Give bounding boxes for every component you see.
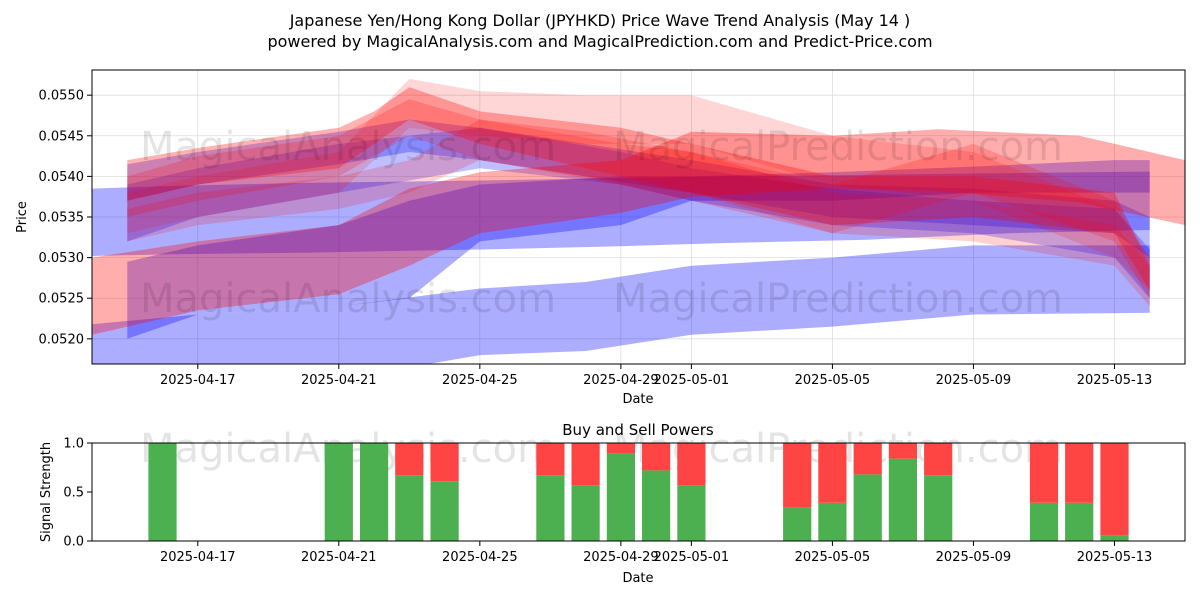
signal-y-tick-label: 1.0 <box>63 437 84 452</box>
price-panel: MagicalAnalysis.com MagicalPrediction.co… <box>15 69 1186 407</box>
buy-bar <box>1100 535 1129 541</box>
signal-y-axis-label: Signal Strength <box>39 442 54 542</box>
sell-bar <box>677 443 706 486</box>
sell-bar <box>818 443 847 503</box>
buy-bar <box>888 458 917 541</box>
price-x-tick-label: 2025-04-29 <box>583 373 659 388</box>
buy-bar <box>606 453 635 541</box>
sell-bar <box>783 443 812 508</box>
price-x-tick-label: 2025-04-21 <box>301 373 377 388</box>
signal-panel: Buy and Sell Powers MagicalAnalysis.com … <box>39 421 1186 586</box>
buy-bar <box>571 485 600 541</box>
blue-wave-band-1 <box>92 171 1150 256</box>
signal-x-tick-label: 2025-04-25 <box>442 550 518 565</box>
price-watermarks: MagicalAnalysis.com MagicalPrediction.co… <box>140 124 1063 322</box>
price-y-tick-label: 0.0520 <box>39 332 85 347</box>
price-y-axis-label: Price <box>15 201 30 233</box>
watermark-analysis-top: MagicalAnalysis.com <box>140 124 556 170</box>
buy-bar <box>1029 502 1059 541</box>
sell-bar <box>853 443 882 475</box>
price-bands <box>92 78 1185 364</box>
sell-bar <box>924 443 953 476</box>
buy-bar <box>148 443 177 541</box>
price-x-axis: 2025-04-17 2025-04-21 2025-04-25 2025-04-29… <box>160 364 1152 388</box>
red-wave-band-8 <box>127 99 1150 299</box>
red-wave-band-6 <box>92 129 1185 335</box>
signal-x-tick-label: 2025-05-01 <box>654 550 730 565</box>
signal-x-axis-label: Date <box>622 571 653 586</box>
price-y-tick-label: 0.0550 <box>39 89 85 104</box>
sell-bar <box>1065 443 1094 503</box>
sell-bar <box>571 443 600 486</box>
watermark-analysis-mid: MagicalAnalysis.com <box>140 276 556 322</box>
signal-title: Buy and Sell Powers <box>562 421 714 439</box>
price-x-axis-label: Date <box>622 392 653 407</box>
price-y-axis: 0.0520 0.0525 0.0530 0.0535 0.0540 0.0545 0.05… <box>39 89 92 347</box>
sell-bar <box>1100 443 1129 536</box>
price-x-tick-label: 2025-05-01 <box>654 373 730 388</box>
buy-bar <box>924 475 953 541</box>
price-x-tick-label: 2025-05-09 <box>936 373 1012 388</box>
blue-wave-band-5 <box>127 127 1150 299</box>
watermark-prediction-mid: MagicalPrediction.com <box>613 276 1063 322</box>
sell-bar <box>395 443 424 476</box>
signal-x-tick-label: 2025-05-05 <box>795 550 871 565</box>
sell-bar <box>642 443 671 471</box>
price-x-tick-label: 2025-05-05 <box>795 373 871 388</box>
watermark-prediction-top: MagicalPrediction.com <box>613 124 1063 170</box>
blue-wave-band-3 <box>127 160 1150 339</box>
sell-bar <box>1029 443 1059 503</box>
buy-bar <box>1065 502 1094 541</box>
sell-bar <box>606 443 635 454</box>
signal-x-tick-label: 2025-04-17 <box>160 550 236 565</box>
buy-bar <box>642 470 671 541</box>
chart-subtitle: powered by MagicalAnalysis.com and Magic… <box>267 32 932 51</box>
buy-bar <box>395 475 424 541</box>
signal-x-tick-label: 2025-04-29 <box>583 550 659 565</box>
red-wave-band-9 <box>127 78 1150 291</box>
signal-bars <box>148 443 1129 541</box>
red-wave-band-7 <box>127 87 1150 291</box>
signal-y-axis: 0.0 0.5 1.0 <box>63 437 92 550</box>
signal-x-tick-label: 2025-05-09 <box>936 550 1012 565</box>
buy-bar <box>324 443 353 541</box>
chart-title: Japanese Yen/Hong Kong Dollar (JPYHKD) P… <box>289 11 911 30</box>
sell-bar <box>888 443 917 459</box>
price-y-tick-label: 0.0540 <box>39 170 85 185</box>
blue-wave-band-2 <box>92 245 1150 364</box>
buy-bar <box>818 502 847 541</box>
signal-y-tick-label: 0.5 <box>63 486 84 501</box>
buy-bar <box>430 481 459 541</box>
buy-bar <box>783 507 812 541</box>
buy-bar <box>536 475 565 541</box>
price-y-tick-label: 0.0530 <box>39 251 85 266</box>
buy-bar <box>677 485 706 541</box>
price-y-tick-label: 0.0545 <box>39 129 85 144</box>
buy-bar <box>360 443 389 541</box>
price-x-tick-label: 2025-04-25 <box>442 373 518 388</box>
red-wave-band-10 <box>127 119 1150 307</box>
price-x-tick-label: 2025-04-17 <box>160 373 236 388</box>
signal-x-tick-label: 2025-04-21 <box>301 550 377 565</box>
price-y-tick-label: 0.0525 <box>39 292 85 307</box>
sell-bar <box>536 443 565 476</box>
price-x-tick-label: 2025-05-13 <box>1077 373 1153 388</box>
buy-bar <box>853 474 882 541</box>
price-grid <box>92 70 1185 364</box>
sell-bar <box>430 443 459 482</box>
price-y-tick-label: 0.0535 <box>39 211 85 226</box>
signal-x-tick-label: 2025-05-13 <box>1077 550 1153 565</box>
signal-x-axis: 2025-04-17 2025-04-21 2025-04-25 2025-04-29… <box>160 541 1152 565</box>
blue-wave-band-4 <box>127 119 1150 258</box>
signal-y-tick-label: 0.0 <box>63 535 84 550</box>
